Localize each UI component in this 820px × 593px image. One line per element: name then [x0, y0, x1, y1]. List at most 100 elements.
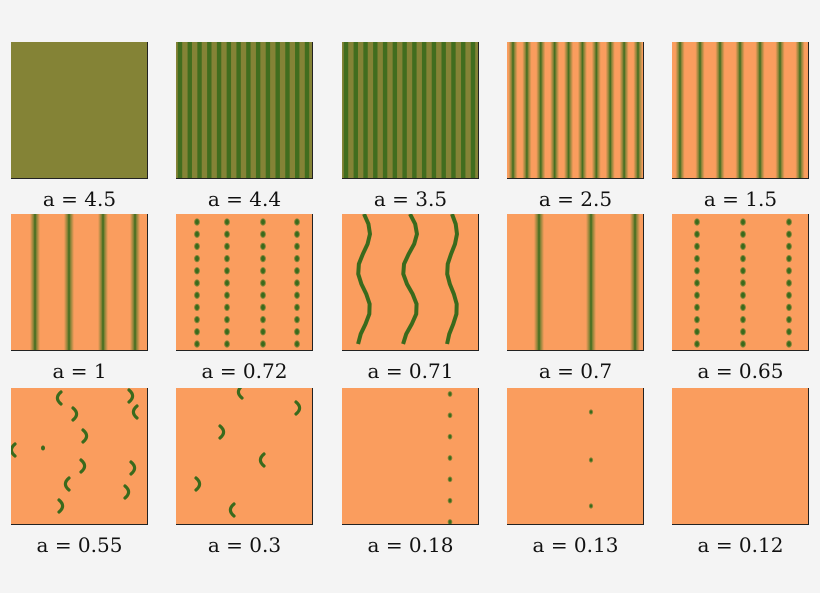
pattern-image [11, 214, 148, 351]
stripe [343, 42, 349, 179]
pattern-image [507, 214, 644, 351]
spot [194, 279, 200, 287]
stripe [246, 42, 251, 179]
panel-caption: a = 4.4 [207, 187, 282, 211]
spot [694, 267, 700, 275]
arc-spot [55, 390, 63, 406]
spot [740, 242, 746, 251]
stripe [412, 42, 417, 179]
stripe [591, 42, 601, 179]
panel-caption: a = 0.65 [697, 359, 784, 383]
spot [294, 230, 300, 238]
stripe [586, 214, 596, 351]
stripe [98, 214, 108, 351]
stripe [216, 42, 222, 179]
spot [194, 242, 200, 251]
stripe [451, 42, 456, 179]
panel-caption: a = 0.72 [201, 359, 288, 383]
stripe [255, 42, 261, 179]
pattern-panel: a = 0.12 [672, 388, 809, 557]
pattern-panel: a = 2.5 [507, 42, 644, 211]
spot [740, 340, 746, 348]
spot [224, 230, 230, 238]
pattern-image [672, 214, 809, 351]
arc-spot [236, 388, 244, 400]
panel-caption: a = 0.18 [367, 533, 454, 557]
spot [294, 242, 300, 251]
stripe [695, 42, 705, 179]
spot [224, 254, 230, 263]
spot [41, 445, 45, 451]
wavy-stripe [401, 214, 420, 345]
spot [194, 291, 200, 299]
spot [694, 315, 700, 324]
spot [694, 340, 700, 348]
wavy-stripe [356, 214, 373, 345]
spot [740, 267, 746, 275]
pattern-image [672, 42, 809, 179]
panel-caption: a = 0.71 [367, 359, 454, 383]
stripe [295, 42, 300, 179]
stripe [619, 42, 629, 179]
stripe [64, 214, 74, 351]
stripe [402, 42, 407, 179]
pattern-image [507, 388, 644, 525]
stripe [197, 42, 202, 179]
stripe [735, 42, 745, 179]
pattern-panel: a = 0.71 [342, 214, 479, 383]
spot [260, 340, 266, 348]
stripe [795, 42, 805, 179]
spot [740, 328, 746, 336]
spot [224, 303, 230, 312]
stripe [304, 42, 310, 179]
spot [194, 340, 200, 348]
stripe [130, 214, 140, 351]
stripe [775, 42, 785, 179]
spot [294, 303, 300, 312]
spot [786, 303, 792, 312]
stripe [187, 42, 192, 179]
spot [260, 315, 266, 324]
spot [740, 291, 746, 299]
stripe [373, 42, 378, 179]
stripe [470, 42, 476, 179]
pattern-panel: a = 4.5 [11, 42, 148, 211]
panel-caption: a = 1 [52, 359, 107, 383]
arc-spot [294, 400, 302, 416]
spot [260, 267, 266, 275]
spot [447, 519, 453, 525]
spot [786, 218, 792, 226]
pattern-panel: a = 3.5 [342, 42, 479, 211]
pattern-panel: a = 0.18 [342, 388, 479, 557]
arc-spot [127, 388, 135, 404]
spot [694, 218, 700, 226]
pattern-panel: a = 4.4 [176, 42, 313, 211]
stripe [550, 42, 560, 179]
spot [294, 267, 300, 275]
spot [588, 409, 594, 415]
stripe [605, 42, 615, 179]
spot [447, 497, 453, 504]
stripe [207, 42, 212, 179]
pattern-image [11, 42, 148, 179]
panel-caption: a = 2.5 [538, 187, 613, 211]
spot [294, 315, 300, 324]
spot [224, 279, 230, 287]
spot [447, 455, 453, 461]
stripe [431, 42, 437, 179]
spot [588, 503, 594, 509]
spot [294, 254, 300, 263]
panel-caption: a = 0.3 [207, 533, 282, 557]
arc-spot [129, 460, 137, 476]
spot [740, 303, 746, 312]
stripe [363, 42, 368, 179]
spot [588, 457, 594, 463]
panel-caption: a = 0.13 [532, 533, 619, 557]
stripe [522, 42, 532, 179]
wavy-stripe [445, 214, 460, 345]
arc-spot [218, 424, 226, 440]
spot [260, 218, 266, 226]
spot [260, 291, 266, 299]
arc-spot [81, 428, 89, 444]
spot [447, 476, 453, 483]
